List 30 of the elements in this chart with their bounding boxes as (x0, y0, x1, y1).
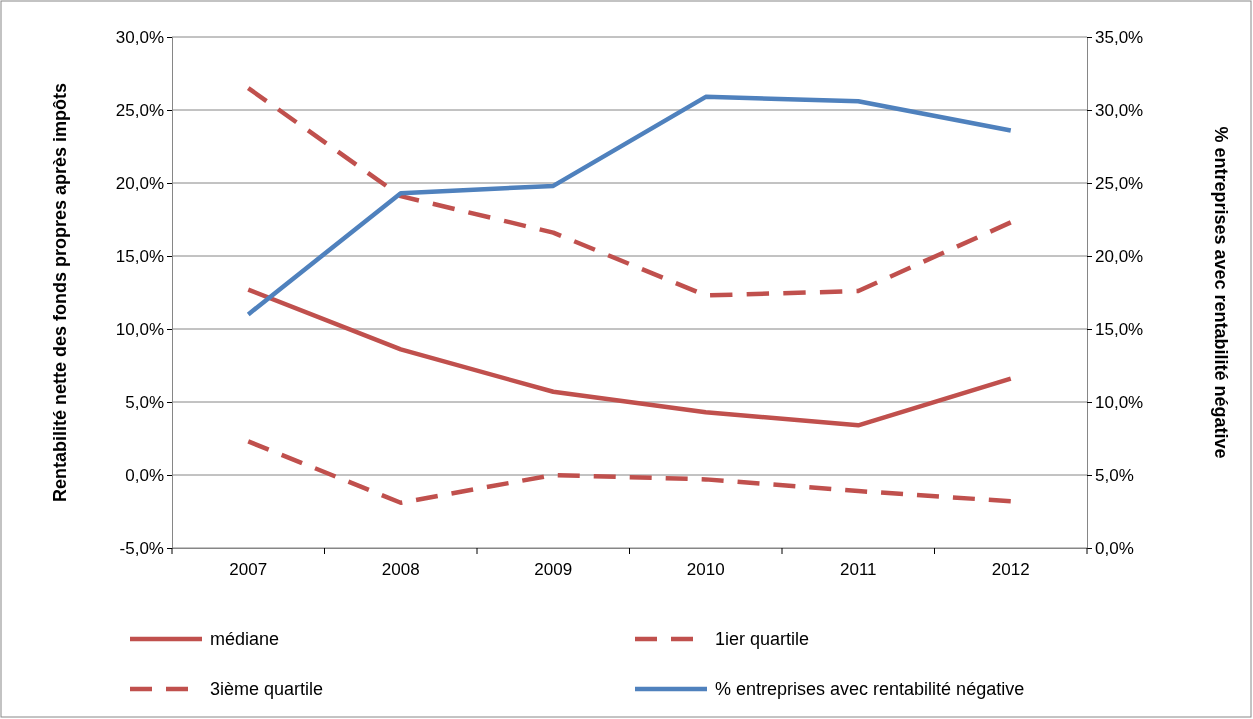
y2-axis-title: % entreprises avec rentabilité négative (1211, 126, 1231, 459)
legend-label: 3ième quartile (210, 679, 324, 699)
y-tick-label: 5,0% (125, 392, 164, 412)
y-tick-label: 15,0% (115, 246, 164, 266)
legend-label: médiane (210, 629, 280, 649)
x-tick-label: 2007 (229, 559, 268, 579)
y-tick-label: 0,0% (125, 465, 164, 485)
legend-label: 1ier quartile (715, 629, 810, 649)
y2-tick-label: 25,0% (1095, 173, 1144, 193)
y2-tick-label: 35,0% (1095, 27, 1144, 47)
line-series (246, 287, 1013, 428)
y2-tick-label: 10,0% (1095, 392, 1144, 412)
x-tick-label: 2011 (839, 559, 877, 579)
y-tick-label: 30,0% (115, 27, 164, 47)
y2-tick-label: 0,0% (1095, 538, 1134, 558)
y-tick-label: 25,0% (115, 100, 164, 120)
y2-tick-label: 5,0% (1095, 465, 1134, 485)
x-tick-label: 2012 (991, 559, 1030, 579)
y-tick-label: 10,0% (115, 319, 164, 339)
y2-tick-label: 30,0% (1095, 100, 1144, 120)
x-tick-label: 2010 (686, 559, 725, 579)
line-series (246, 439, 1013, 505)
y2-tick-label: 20,0% (1095, 246, 1144, 266)
x-tick-label: 2008 (381, 559, 420, 579)
legend-label: % entreprises avec rentabilité négative (715, 679, 1025, 699)
y-tick-label: -5,0% (119, 538, 164, 558)
y-tick-label: 20,0% (115, 173, 164, 193)
x-tick-label: 2009 (534, 559, 573, 579)
y2-tick-label: 15,0% (1095, 319, 1144, 339)
y-axis-title: Rentabilité nette des fonds propres après impôts (50, 82, 70, 503)
